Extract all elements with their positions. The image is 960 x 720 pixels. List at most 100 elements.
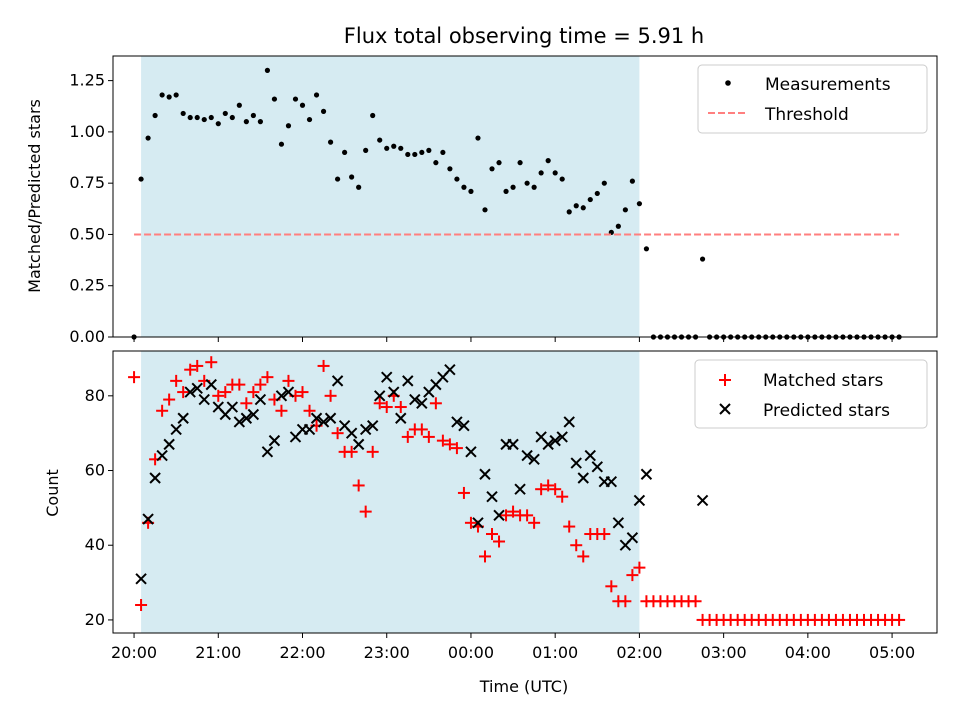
measurement-point bbox=[622, 207, 628, 213]
matched-stars-point bbox=[191, 359, 204, 372]
y-tick-label: 20 bbox=[85, 610, 105, 629]
predicted-stars-point bbox=[542, 438, 554, 451]
measurement-point bbox=[538, 170, 544, 176]
matched-stars-point bbox=[345, 445, 358, 458]
predicted-stars-point bbox=[233, 416, 246, 428]
y-tick-label: 1.25 bbox=[69, 71, 105, 90]
predicted-stars-point bbox=[170, 423, 182, 436]
measurement-point bbox=[594, 190, 600, 197]
legend-predicted-marker bbox=[719, 403, 731, 415]
predicted-stars-point bbox=[317, 416, 330, 428]
y-tick-label: 0.00 bbox=[69, 327, 105, 346]
measurement-point bbox=[285, 123, 292, 129]
matched-stars-point bbox=[205, 356, 218, 369]
measurement-point bbox=[194, 114, 200, 121]
y-tick-label: 0.50 bbox=[69, 224, 105, 243]
measurement-point bbox=[313, 92, 320, 98]
predicted-stars-point bbox=[268, 434, 281, 447]
predicted-stars-point bbox=[226, 401, 239, 413]
measurement-point bbox=[643, 246, 650, 252]
matched-stars-point bbox=[247, 386, 260, 399]
matched-stars-point bbox=[464, 516, 477, 529]
matched-stars-point bbox=[317, 359, 330, 372]
measurement-point bbox=[615, 223, 621, 229]
matched-stars-point bbox=[619, 595, 632, 608]
matched-stars-point bbox=[528, 516, 541, 529]
top-x-ticks bbox=[133, 337, 893, 342]
matched-stars-point bbox=[373, 397, 386, 410]
measurement-point bbox=[503, 188, 509, 194]
bottom-shaded-span bbox=[141, 351, 640, 633]
y-tick-label: 0.25 bbox=[69, 276, 105, 295]
bottom-x-ticks: 20:00 21:00 22:00 23:00 00:00 01:00 02:00 03:00… bbox=[111, 633, 915, 662]
predicted-stars-point bbox=[254, 393, 267, 406]
matched-stars-point bbox=[549, 483, 562, 496]
measurement-point bbox=[587, 196, 593, 203]
predicted-stars-point bbox=[584, 449, 596, 462]
predicted-stars-point bbox=[479, 468, 491, 480]
predicted-stars-point bbox=[486, 490, 498, 503]
measurement-point bbox=[173, 92, 179, 98]
predicted-stars-point bbox=[696, 494, 709, 507]
predicted-stars-point bbox=[142, 513, 154, 525]
measurement-point bbox=[320, 108, 327, 114]
predicted-stars-point bbox=[303, 423, 316, 436]
matched-stars-point bbox=[324, 389, 337, 402]
x-tick-label: 21:00 bbox=[195, 643, 241, 662]
x-tick-label: 20:00 bbox=[111, 643, 157, 662]
top-shaded-span bbox=[141, 56, 640, 337]
measurement-point bbox=[243, 119, 249, 125]
measurement-point bbox=[327, 139, 334, 145]
y-tick-label: 80 bbox=[85, 386, 105, 405]
matched-stars-point bbox=[366, 445, 379, 458]
predicted-stars-point bbox=[521, 449, 533, 462]
bottom-y-ticks: 20 40 60 80 bbox=[85, 386, 113, 629]
x-tick-label: 23:00 bbox=[364, 643, 410, 662]
measurement-point bbox=[510, 184, 516, 190]
top-legend-frame bbox=[697, 64, 928, 134]
matched-stars-point bbox=[219, 386, 232, 399]
top-panel: 0.00 0.25 0.50 0.75 1.00 1.25 Matched/Predict… bbox=[25, 55, 938, 346]
predicted-stars-point bbox=[577, 472, 589, 484]
measurement-point bbox=[370, 112, 376, 119]
measurement-point bbox=[349, 174, 355, 180]
matched-stars-point bbox=[212, 389, 225, 402]
predicted-stars-point bbox=[416, 397, 428, 409]
measurement-point bbox=[257, 119, 263, 125]
measurement-point bbox=[699, 256, 706, 262]
top-y-axis-label: Matched/Predicted stars bbox=[25, 99, 44, 293]
predicted-stars-point bbox=[359, 423, 372, 436]
matched-stars-point bbox=[135, 598, 148, 611]
legend-matched-marker bbox=[719, 374, 731, 386]
matched-stars-point bbox=[521, 509, 534, 522]
predicted-stars-point bbox=[331, 375, 344, 387]
predicted-stars-point bbox=[493, 509, 505, 522]
legend-predicted-label: Predicted stars bbox=[763, 401, 890, 421]
y-tick-label: 60 bbox=[85, 461, 105, 480]
bottom-marks bbox=[128, 356, 906, 626]
bottom-y-axis-label: Count bbox=[43, 469, 62, 517]
matched-stars-point bbox=[163, 393, 176, 406]
predicted-stars-point bbox=[395, 412, 407, 424]
measurement-point bbox=[482, 207, 488, 213]
measurement-point bbox=[215, 121, 221, 127]
matched-stars-point bbox=[128, 371, 141, 384]
measurement-point bbox=[545, 158, 551, 164]
measurement-point bbox=[271, 96, 278, 102]
measurement-point bbox=[629, 178, 635, 184]
matched-stars-point bbox=[254, 378, 267, 391]
matched-stars-point bbox=[478, 550, 491, 563]
measurement-point bbox=[601, 180, 607, 186]
measurement-point bbox=[566, 209, 572, 215]
measurement-point bbox=[299, 102, 306, 108]
predicted-stars-point bbox=[458, 419, 470, 432]
measurement-point bbox=[229, 114, 235, 121]
x-tick-label: 01:00 bbox=[532, 643, 578, 662]
matched-stars-point bbox=[331, 427, 344, 440]
matched-stars-point bbox=[577, 550, 590, 563]
legend-matched-label: Matched stars bbox=[763, 371, 883, 391]
matched-stars-point bbox=[240, 397, 253, 410]
measurement-point bbox=[152, 112, 158, 119]
predicted-stars-point bbox=[198, 393, 210, 406]
measurement-point bbox=[342, 149, 348, 156]
